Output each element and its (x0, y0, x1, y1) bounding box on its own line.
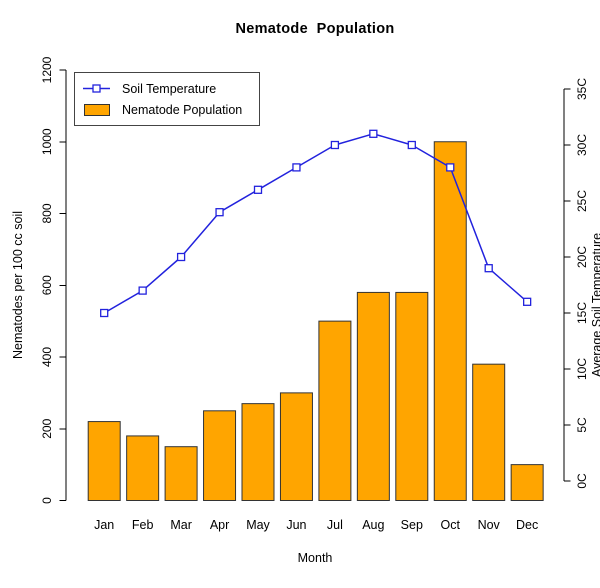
line-marker-sample-icon (82, 83, 111, 94)
soil-temperature-marker-May (253, 185, 263, 194)
soil-temperature-marker-Jan (100, 308, 109, 318)
left-tick-label: 1000 (40, 128, 54, 155)
left-tick-label: 200 (40, 418, 54, 438)
month-label-Dec: Dec (516, 518, 538, 532)
right-tick-label: 15C (575, 302, 589, 324)
right-tick-label: 5C (575, 417, 589, 433)
soil-temperature-line (103, 133, 528, 314)
soil-temperature-marker-Jun (292, 163, 301, 172)
soil-temperature-marker-Mar (176, 252, 186, 262)
right-tick-label: 0C (575, 473, 589, 489)
soil-temperature-marker-Feb (138, 286, 147, 295)
bar-Sep (395, 291, 429, 501)
soil-temperature-marker-Aug (369, 129, 378, 138)
month-label-Aug: Aug (362, 518, 384, 532)
bar-Jun (279, 392, 313, 501)
left-tick-label: 1200 (40, 56, 54, 83)
month-label-Nov: Nov (478, 518, 501, 532)
bar-Mar (164, 446, 198, 501)
month-label-Apr: Apr (210, 518, 229, 532)
bar-May (241, 403, 275, 502)
left-tick-label: 800 (40, 203, 54, 223)
soil-temperature-marker-Jul (330, 140, 340, 150)
chart-title: Nematode Population (235, 21, 395, 37)
right-axis-title: Average Soil Temperature (590, 232, 600, 378)
legend-item-nematode-population: Nematode Population (75, 99, 259, 120)
bar-Feb (126, 435, 160, 501)
bar-Jan (87, 421, 121, 502)
right-tick-label: 30C (575, 134, 589, 156)
bar-Oct (433, 141, 467, 501)
right-tick-label: 20C (575, 246, 589, 268)
left-tick-label: 600 (40, 275, 54, 295)
right-tick-label: 25C (575, 190, 589, 212)
left-tick-label: 0 (40, 497, 54, 504)
right-tick-label: 35C (575, 78, 589, 100)
month-label-Feb: Feb (132, 518, 154, 532)
soil-temperature-marker-Oct (446, 163, 455, 172)
month-label-Mar: Mar (170, 518, 192, 532)
legend-label: Nematode Population (122, 102, 243, 117)
bar-Aug (356, 291, 390, 501)
month-label-Jan: Jan (94, 518, 114, 532)
left-tick-label: 400 (40, 347, 54, 367)
bar-Nov (472, 363, 506, 501)
right-tick-label: 10C (575, 358, 589, 380)
bar-Jul (318, 320, 352, 501)
soil-temperature-marker-Sep (407, 140, 416, 150)
left-axis-title: Nematodes per 100 cc soil (11, 211, 25, 359)
bar-Dec (510, 464, 544, 501)
month-label-Jun: Jun (286, 518, 306, 532)
month-label-Jul: Jul (327, 518, 343, 532)
x-axis-title: Month (297, 551, 333, 565)
bar-swatch-icon (82, 103, 111, 116)
month-label-May: May (246, 518, 270, 532)
month-label-Sep: Sep (401, 518, 423, 532)
legend-item-soil-temperature: Soil Temperature (75, 78, 259, 99)
soil-temperature-marker-Nov (484, 264, 493, 273)
soil-temperature-marker-Apr (215, 208, 224, 217)
legend-label: Soil Temperature (122, 81, 217, 96)
bar-Apr (203, 410, 237, 501)
month-label-Oct: Oct (441, 518, 461, 532)
legend: Soil Temperature Nematode Population (74, 72, 260, 126)
soil-temperature-marker-Dec (523, 297, 532, 306)
